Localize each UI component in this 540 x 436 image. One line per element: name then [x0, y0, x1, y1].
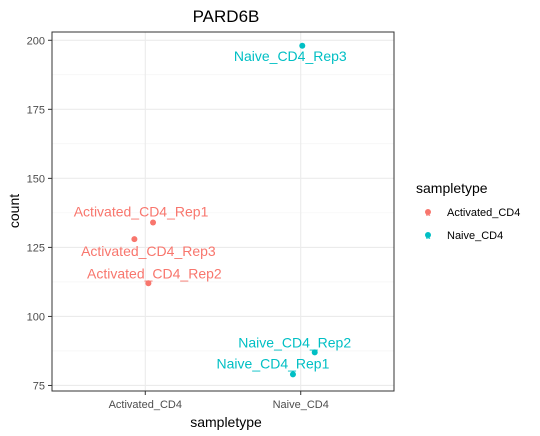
axes: 75 100 125 150 175 200 Activated_CD4 Naive_CD4 [27, 31, 395, 411]
y-axis-title: count [6, 194, 22, 228]
data-point [299, 42, 306, 49]
legend-label: Naive_CD4 [447, 230, 503, 242]
y-tick-label: 200 [27, 35, 45, 47]
data-point [150, 219, 157, 226]
y-tick-label: 175 [27, 104, 45, 116]
data-point [289, 371, 296, 378]
point-labels: Activated_CD4_Rep1 Activated_CD4_Rep3 Acti… [74, 48, 352, 372]
legend-swatch [425, 232, 431, 238]
legend-swatch-glyph: a [426, 209, 431, 218]
y-tick-label: 125 [27, 242, 45, 254]
x-axis-title: sampletype [190, 414, 262, 430]
x-tick-label: Naive_CD4 [273, 399, 329, 411]
legend-swatch [425, 209, 431, 215]
legend-label: Activated_CD4 [447, 207, 520, 219]
chart-title: PARD6B [193, 7, 260, 26]
point-label: Activated_CD4_Rep3 [81, 243, 216, 259]
point-label: Naive_CD4_Rep3 [234, 48, 347, 64]
plot-panel [52, 32, 394, 391]
legend-title: sampletype [416, 180, 488, 196]
panel-border [51, 31, 395, 392]
data-point [131, 236, 138, 243]
point-label: Naive_CD4_Rep1 [217, 355, 330, 371]
point-label: Activated_CD4_Rep1 [74, 204, 209, 220]
data-point [311, 349, 318, 356]
panel-background [52, 32, 394, 391]
point-label: Naive_CD4_Rep2 [238, 334, 351, 350]
y-tick-label: 150 [27, 173, 45, 185]
legend-swatch-glyph: a [426, 232, 431, 241]
point-label: Activated_CD4_Rep2 [87, 265, 222, 281]
data-point [145, 280, 152, 287]
y-tick-label: 75 [33, 380, 45, 392]
data-points [131, 42, 318, 378]
y-tick-label: 100 [27, 311, 45, 323]
x-tick-label: Activated_CD4 [109, 399, 182, 411]
